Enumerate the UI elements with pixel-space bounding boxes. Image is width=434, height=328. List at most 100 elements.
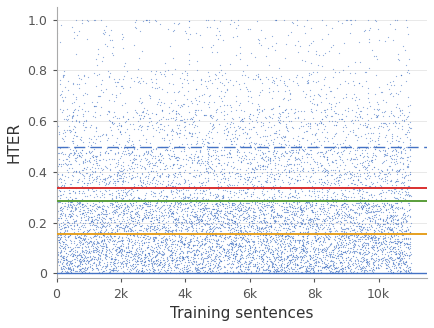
Point <box>57 208 64 213</box>
Point <box>285 118 292 124</box>
Point <box>211 156 218 161</box>
Point <box>395 238 401 243</box>
Point <box>399 255 406 260</box>
Point <box>232 249 239 254</box>
Point <box>111 120 118 125</box>
Point <box>315 263 322 268</box>
Point <box>398 149 404 154</box>
Point <box>387 90 394 95</box>
Point <box>375 243 382 248</box>
Point <box>336 211 343 216</box>
Point <box>107 124 114 130</box>
Point <box>211 201 218 207</box>
Point <box>89 223 95 228</box>
Point <box>295 109 302 114</box>
Point <box>250 191 256 196</box>
Point <box>109 121 116 127</box>
Point <box>389 215 396 220</box>
Point <box>217 169 224 174</box>
Point <box>174 254 181 259</box>
Point <box>139 110 146 115</box>
Point <box>359 206 366 211</box>
Point <box>342 203 349 208</box>
Point <box>126 236 133 241</box>
Point <box>365 155 372 160</box>
Point <box>368 160 375 165</box>
Point <box>153 235 160 240</box>
Point <box>206 230 213 235</box>
Point <box>271 207 278 212</box>
Point <box>142 202 149 207</box>
Point <box>102 251 108 256</box>
Point <box>242 135 249 140</box>
Point <box>132 156 138 162</box>
Point <box>373 231 380 236</box>
Point <box>200 179 207 185</box>
Point <box>328 254 335 259</box>
Point <box>238 267 245 273</box>
Point <box>303 246 310 252</box>
Point <box>158 153 164 158</box>
Point <box>129 216 136 221</box>
Point <box>256 227 263 232</box>
Point <box>317 270 324 275</box>
Point <box>265 90 272 95</box>
Point <box>109 121 116 126</box>
Point <box>68 268 75 273</box>
Point <box>141 113 148 118</box>
Point <box>270 157 276 162</box>
Point <box>155 242 161 247</box>
Point <box>194 264 201 270</box>
Point <box>56 132 62 137</box>
Point <box>331 210 338 215</box>
Point <box>324 199 331 205</box>
Point <box>287 176 294 181</box>
Point <box>103 254 110 259</box>
Point <box>271 239 278 244</box>
Point <box>306 215 313 221</box>
Point <box>282 243 289 249</box>
Point <box>100 241 107 246</box>
Point <box>56 239 62 245</box>
Point <box>388 132 395 137</box>
Point <box>395 167 402 173</box>
Point <box>310 260 317 266</box>
Point <box>384 206 391 211</box>
Point <box>147 257 154 263</box>
Point <box>134 255 141 260</box>
Point <box>239 233 246 238</box>
Point <box>319 209 326 214</box>
Point <box>275 253 282 258</box>
Point <box>227 208 233 213</box>
Point <box>79 232 85 237</box>
Point <box>390 257 397 262</box>
Point <box>154 102 161 107</box>
Point <box>144 201 151 207</box>
Point <box>125 150 132 155</box>
Point <box>328 247 335 252</box>
Point <box>241 152 248 157</box>
Point <box>185 248 192 254</box>
Point <box>187 199 194 205</box>
Point <box>245 121 252 126</box>
Point <box>82 243 89 249</box>
Point <box>165 137 172 143</box>
Point <box>95 211 102 216</box>
Point <box>79 241 85 246</box>
Point <box>159 135 166 141</box>
Point <box>376 209 383 214</box>
Point <box>59 136 66 142</box>
Point <box>102 228 108 234</box>
Point <box>184 241 191 246</box>
Point <box>216 270 223 275</box>
Point <box>321 76 328 81</box>
Point <box>83 205 90 211</box>
Point <box>261 114 268 119</box>
Point <box>164 67 171 72</box>
Point <box>277 238 284 243</box>
Point <box>268 204 275 209</box>
Point <box>318 260 325 266</box>
Point <box>121 211 128 216</box>
Point <box>180 102 187 107</box>
Point <box>72 219 79 224</box>
